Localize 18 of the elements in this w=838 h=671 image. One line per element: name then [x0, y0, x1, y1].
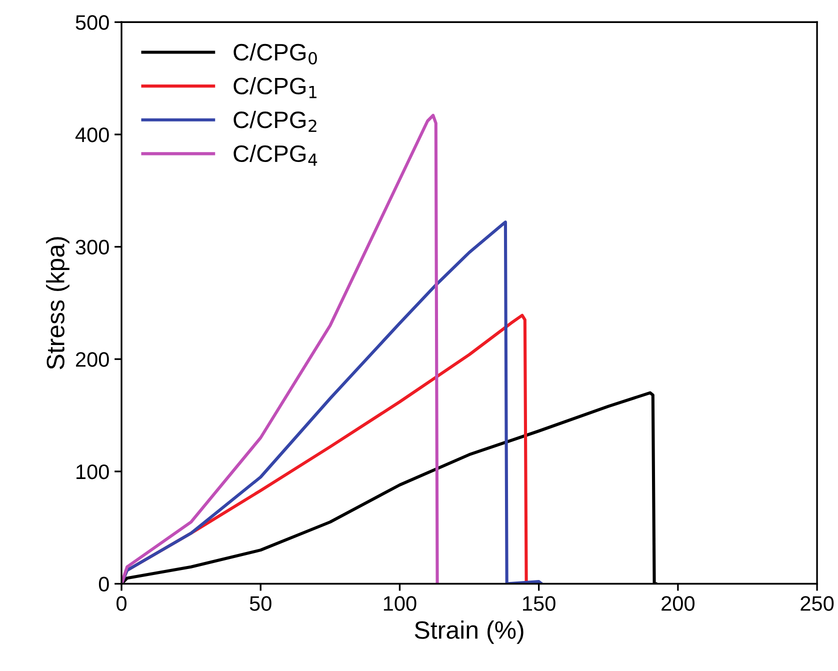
legend-label: C/CPG$_{4}$ — [234, 144, 318, 166]
y-tick-label: 100 — [76, 464, 109, 480]
y-tick-label: 300 — [76, 240, 109, 255]
x-tick-label: 0 — [116, 596, 126, 611]
y-tick-label: 200 — [76, 352, 109, 367]
legend-label: C/CPG$_{0}$ — [234, 43, 317, 64]
x-axis-title: Strain (%) — [414, 620, 524, 644]
x-tick-label: 250 — [800, 596, 834, 611]
legend-label: C/CPG$_{2}$ — [234, 110, 316, 132]
y-axis-title: Stress (kpa) — [46, 237, 70, 370]
x-tick-label: 150 — [523, 596, 556, 611]
x-tick-label: 200 — [662, 596, 695, 611]
y-tick-label: 400 — [75, 127, 109, 142]
legend-label: C/CPG$_{1}$ — [234, 77, 316, 98]
x-tick-label: 50 — [250, 596, 272, 611]
x-tick-label: 100 — [384, 596, 416, 611]
y-tick-label: 0 — [98, 576, 109, 592]
y-tick-label: 500 — [76, 15, 109, 30]
